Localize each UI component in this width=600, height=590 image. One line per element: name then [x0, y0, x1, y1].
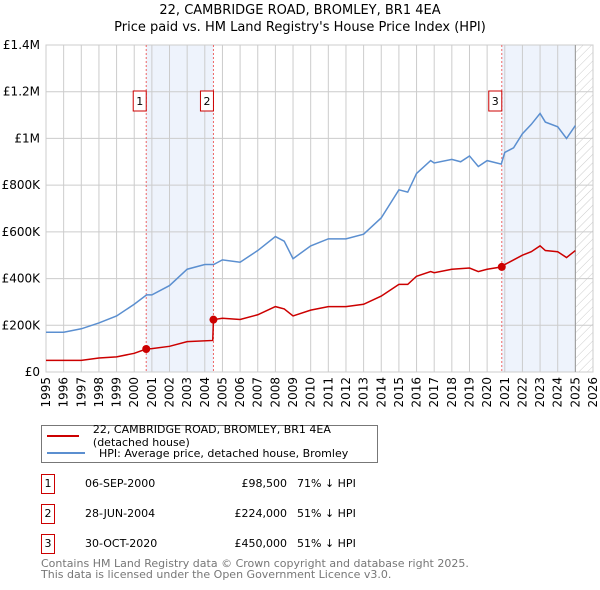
sale-date: 30-OCT-2020 — [85, 537, 158, 550]
series-line — [46, 244, 576, 362]
legend-item-hpi: HPI: Average price, detached house, Brom… — [42, 445, 348, 461]
x-tick-label: 2013 — [357, 377, 371, 408]
footer: Contains HM Land Registry data © Crown c… — [41, 558, 469, 580]
x-tick-label: 1997 — [74, 377, 88, 408]
price-chart: 1995 1996 1997 1998 1999 2000 2001 2002 2003 2004… — [2, 38, 600, 408]
sale-marker-label: 1 — [136, 95, 143, 108]
x-tick-label: 2006 — [233, 377, 247, 408]
x-tick-label: 2021 — [498, 377, 512, 408]
x-tick-label: 2012 — [339, 377, 353, 408]
sale-price: £224,000 — [234, 507, 288, 520]
sale-marker-label: 3 — [492, 95, 499, 108]
sale-marker-label: 1 — [41, 474, 55, 494]
y-tick-label: £400K — [2, 272, 42, 286]
y-tick-label: £1M — [14, 131, 40, 145]
x-tick-label: 1995 — [39, 377, 53, 408]
x-tick-label: 2016 — [410, 377, 424, 408]
legend-swatch-red — [47, 435, 79, 437]
sale-price: £98,500 — [241, 477, 288, 490]
plot-border — [45, 44, 594, 373]
x-tick-label: 2008 — [268, 377, 282, 408]
footer-line: Contains HM Land Registry data © Crown c… — [41, 557, 469, 570]
sale-marker-label: 3 — [41, 534, 55, 554]
x-tick-label: 2023 — [533, 377, 547, 408]
x-tick-label: 2025 — [568, 377, 582, 408]
x-tick-label: 2005 — [215, 377, 229, 408]
legend-item-property: 22, CAMBRIDGE ROAD, BROMLEY, BR1 4EA (de… — [42, 423, 377, 449]
legend-swatch-blue — [47, 452, 85, 454]
y-tick-label: £600K — [2, 225, 42, 239]
x-tick-label: 2000 — [127, 377, 141, 408]
x-tick-label: 2019 — [462, 377, 476, 408]
x-tick-label: 1999 — [110, 377, 124, 408]
sale-hpi-diff: 71% ↓ HPI — [297, 477, 356, 490]
sale-marker-label: 2 — [203, 95, 210, 108]
x-tick-label: 2015 — [392, 377, 406, 408]
sale-period-shading — [501, 45, 576, 372]
forecast-hatch — [575, 45, 593, 372]
footer-line: This data is licensed under the Open Gov… — [41, 568, 392, 581]
sale-marker-box — [488, 90, 503, 112]
x-tick-label: 2024 — [551, 377, 565, 408]
x-tick-label: 2022 — [515, 377, 529, 408]
legend-label: HPI: Average price, detached house, Brom… — [99, 446, 349, 460]
sale-hpi-diff: 51% ↓ HPI — [297, 507, 356, 520]
legend: 22, CAMBRIDGE ROAD, BROMLEY, BR1 4EA (de… — [41, 423, 378, 463]
x-tick-label: 2026 — [586, 377, 600, 408]
x-tick-label: 2014 — [374, 377, 388, 408]
x-tick-label: 2001 — [145, 377, 159, 408]
sale-point — [497, 262, 506, 271]
x-tick-label: 2011 — [321, 377, 335, 408]
x-tick-label: 2020 — [480, 377, 494, 408]
sale-marker-box — [132, 90, 147, 112]
sale-date: 06-SEP-2000 — [85, 477, 156, 490]
sale-date: 28-JUN-2004 — [85, 507, 156, 520]
y-tick-label: £1.4M — [3, 38, 40, 52]
sale-hpi-diff: 51% ↓ HPI — [297, 537, 356, 550]
x-tick-label: 2017 — [427, 377, 441, 408]
sale-point — [142, 344, 151, 353]
y-tick-label: £800K — [2, 178, 42, 192]
sale-marker-label: 2 — [41, 504, 55, 524]
sale-price: £450,000 — [234, 537, 288, 550]
x-tick-label: 2018 — [445, 377, 459, 408]
y-tick-label: £200K — [2, 318, 42, 332]
x-tick-label: 2002 — [163, 377, 177, 408]
y-tick-label: £1.2M — [3, 85, 40, 99]
series-line — [46, 112, 576, 334]
x-tick-label: 2010 — [304, 377, 318, 408]
sale-point — [209, 315, 218, 324]
x-tick-label: 2004 — [198, 377, 212, 408]
x-tick-label: 2003 — [180, 377, 194, 408]
x-tick-label: 2007 — [251, 377, 265, 408]
x-tick-label: 1996 — [57, 377, 71, 408]
x-tick-label: 2009 — [286, 377, 300, 408]
chart-title: 22, CAMBRIDGE ROAD, BROMLEY, BR1 4EA — [159, 3, 441, 18]
legend-label: 22, CAMBRIDGE ROAD, BROMLEY, BR1 4EA (de… — [92, 423, 331, 449]
chart-subtitle: Price paid vs. HM Land Registry's House … — [114, 20, 486, 35]
sale-marker-box — [199, 90, 214, 112]
x-tick-label: 1998 — [92, 377, 106, 408]
y-tick-label: £0 — [25, 365, 40, 379]
